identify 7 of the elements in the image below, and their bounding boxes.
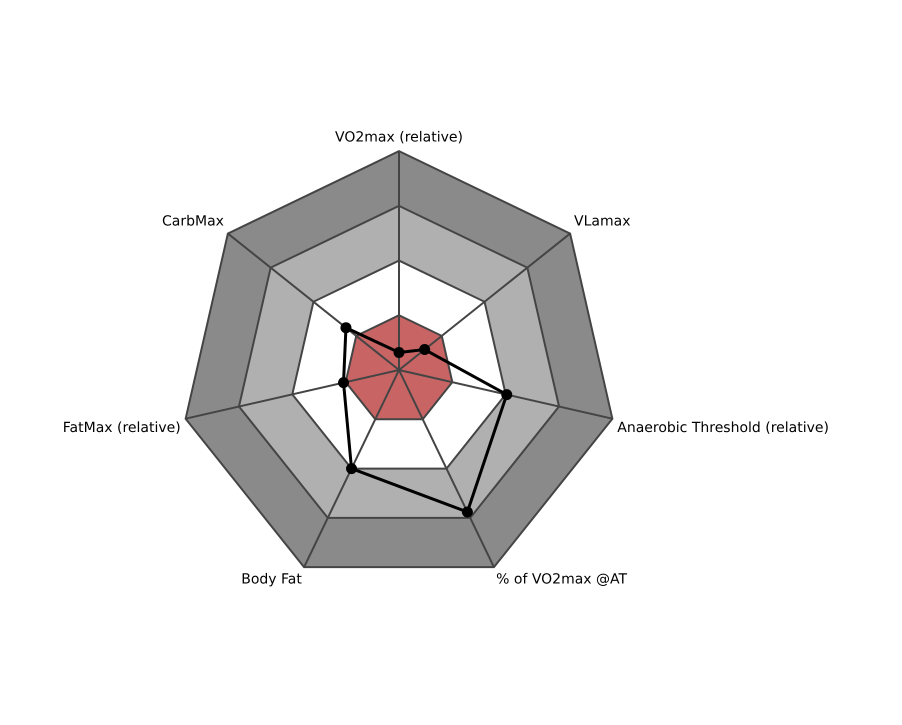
spoke-label: % of VO2max @AT <box>496 572 628 588</box>
spoke-label: FatMax (relative) <box>62 420 181 436</box>
spoke-label: VO2max (relative) <box>335 129 463 146</box>
spoke-label: Anaerobic Threshold (relative) <box>617 420 830 436</box>
spoke-label: VLamax <box>574 214 630 230</box>
spoke-label: Body Fat <box>241 572 302 588</box>
spoke-label: CarbMax <box>162 214 224 230</box>
